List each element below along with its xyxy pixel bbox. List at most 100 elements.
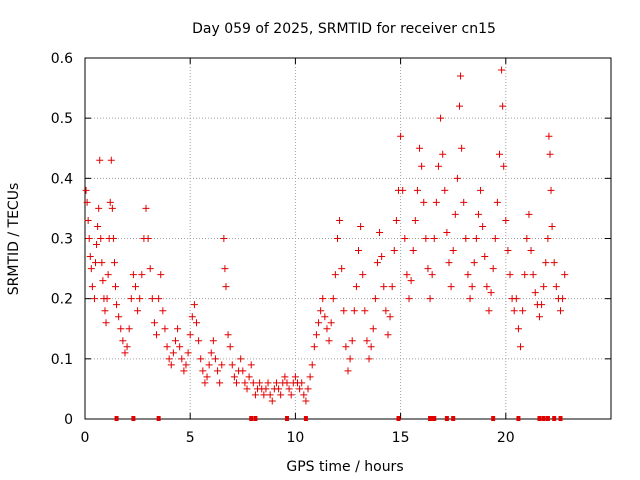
data-point: [323, 325, 331, 333]
data-point: [547, 186, 555, 194]
data-point: [388, 283, 396, 291]
data-point: [474, 210, 482, 218]
data-point: [136, 295, 144, 303]
data-point: [514, 325, 522, 333]
data-point: [165, 355, 173, 363]
data-point: [125, 325, 133, 333]
data-point: [131, 283, 139, 291]
data-point: [241, 379, 249, 387]
data-point: [411, 216, 419, 224]
data-point: [361, 307, 369, 315]
data-point: [403, 271, 411, 279]
baseline-marker: [491, 416, 496, 421]
data-point: [119, 337, 127, 345]
data-point: [88, 283, 96, 291]
data-point: [291, 373, 299, 381]
data-point: [157, 271, 165, 279]
data-point: [557, 307, 565, 315]
data-point: [439, 150, 447, 158]
data-point: [519, 307, 527, 315]
y-tick-label: 0.4: [51, 171, 73, 187]
data-point: [441, 186, 449, 194]
data-point: [268, 397, 276, 405]
data-point: [430, 235, 438, 242]
data-point: [405, 295, 413, 303]
data-point: [506, 271, 514, 279]
data-point: [197, 355, 205, 363]
data-point: [249, 379, 257, 387]
y-axis-label: SRMTID / TECUs: [6, 183, 22, 296]
data-point: [500, 162, 508, 170]
data-point: [84, 216, 92, 224]
data-point: [380, 283, 388, 291]
baseline-marker: [537, 416, 542, 421]
data-point: [504, 247, 512, 255]
data-point: [134, 307, 142, 315]
data-point: [281, 373, 289, 381]
data-point: [531, 289, 539, 297]
data-point: [247, 361, 255, 369]
data-point: [97, 235, 105, 242]
data-point: [386, 313, 394, 321]
data-point: [188, 313, 196, 321]
data-point: [409, 247, 417, 255]
data-point: [456, 102, 464, 110]
data-point: [216, 379, 224, 387]
data-point: [243, 385, 251, 393]
data-point: [82, 186, 90, 194]
data-point: [159, 307, 167, 315]
baseline-marker: [396, 416, 401, 421]
data-point: [230, 373, 238, 381]
data-point: [376, 228, 384, 236]
data-point: [357, 222, 365, 230]
data-point: [517, 343, 525, 351]
data-point: [445, 259, 453, 267]
data-point: [245, 373, 253, 381]
data-point: [262, 385, 270, 393]
data-point: [392, 216, 400, 224]
data-point: [226, 343, 234, 351]
data-point: [266, 391, 274, 399]
data-point: [272, 379, 280, 387]
data-point: [437, 114, 445, 122]
data-point: [397, 132, 405, 140]
data-point: [161, 325, 169, 333]
data-point: [317, 307, 325, 315]
data-point: [221, 265, 229, 273]
y-axis-ticks: 0 0.1 0.2 0.3 0.4 0.5 0.6: [51, 51, 611, 428]
data-point: [207, 349, 215, 357]
data-points: [82, 66, 569, 405]
y-tick-label: 0.5: [51, 111, 73, 127]
data-point: [171, 337, 179, 345]
y-tick-label: 0.1: [51, 352, 73, 368]
data-point: [499, 102, 507, 110]
data-point: [333, 235, 341, 242]
data-point: [468, 283, 476, 291]
baseline-marker: [444, 416, 449, 421]
data-point: [325, 337, 333, 345]
data-point: [352, 283, 360, 291]
baseline-markers: [114, 416, 563, 421]
data-point: [390, 247, 398, 255]
data-point: [167, 361, 175, 369]
data-point: [420, 198, 428, 206]
x-tick-label: 20: [497, 430, 515, 446]
data-point: [561, 271, 569, 279]
y-tick-label: 0.2: [51, 292, 73, 308]
data-point: [94, 222, 102, 230]
data-point: [338, 265, 346, 273]
data-point: [434, 162, 442, 170]
data-point: [98, 259, 106, 267]
baseline-marker: [432, 416, 437, 421]
data-point: [176, 343, 184, 351]
data-point: [87, 265, 95, 273]
data-point: [428, 271, 436, 279]
data-point: [148, 295, 156, 303]
data-point: [182, 361, 190, 369]
data-point: [413, 186, 421, 194]
data-point: [365, 355, 373, 363]
data-point: [123, 343, 131, 351]
data-point: [211, 355, 219, 363]
data-point: [384, 331, 392, 339]
data-point: [443, 228, 451, 236]
